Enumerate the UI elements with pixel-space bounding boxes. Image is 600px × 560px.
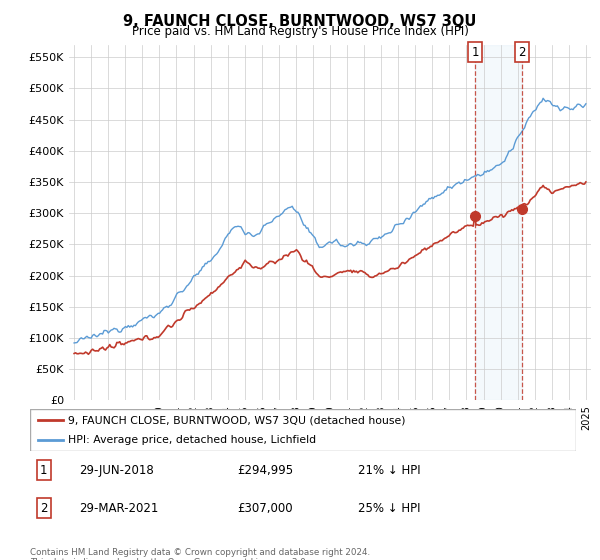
Bar: [475, 45, 522, 400]
Text: 29-JUN-2018: 29-JUN-2018: [79, 464, 154, 477]
Text: 29-MAR-2021: 29-MAR-2021: [79, 502, 158, 515]
Text: 1: 1: [40, 464, 47, 477]
Text: 9, FAUNCH CLOSE, BURNTWOOD, WS7 3QU (detached house): 9, FAUNCH CLOSE, BURNTWOOD, WS7 3QU (det…: [68, 415, 406, 425]
Text: £294,995: £294,995: [238, 464, 293, 477]
Text: 9, FAUNCH CLOSE, BURNTWOOD, WS7 3QU: 9, FAUNCH CLOSE, BURNTWOOD, WS7 3QU: [124, 14, 476, 29]
FancyBboxPatch shape: [30, 409, 576, 451]
Text: 1: 1: [471, 46, 479, 59]
Text: £307,000: £307,000: [238, 502, 293, 515]
Text: Price paid vs. HM Land Registry's House Price Index (HPI): Price paid vs. HM Land Registry's House …: [131, 25, 469, 38]
Text: Contains HM Land Registry data © Crown copyright and database right 2024.
This d: Contains HM Land Registry data © Crown c…: [30, 548, 370, 560]
Text: 25% ↓ HPI: 25% ↓ HPI: [358, 502, 420, 515]
Text: HPI: Average price, detached house, Lichfield: HPI: Average price, detached house, Lich…: [68, 435, 316, 445]
Text: 2: 2: [518, 46, 526, 59]
Text: 21% ↓ HPI: 21% ↓ HPI: [358, 464, 420, 477]
Text: 2: 2: [40, 502, 47, 515]
